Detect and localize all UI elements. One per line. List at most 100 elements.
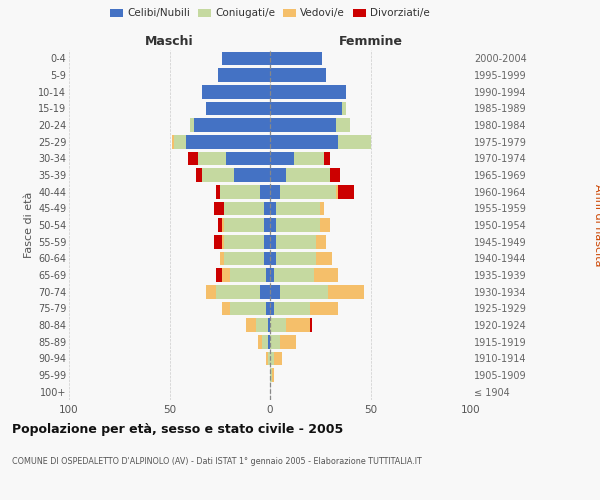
Bar [270,252,276,265]
Bar [222,52,270,65]
Bar [270,368,272,382]
Bar [286,318,310,332]
Bar [270,52,322,65]
Bar [268,352,270,365]
Bar [206,102,270,115]
Bar [286,168,331,182]
Bar [262,335,268,348]
Bar [270,68,326,82]
Bar [270,102,343,115]
Text: Popolazione per età, sesso e stato civile - 2005: Popolazione per età, sesso e stato civil… [12,422,343,436]
Bar [270,202,276,215]
Bar [324,152,330,165]
Bar [216,285,260,298]
Bar [264,252,270,265]
Text: Maschi: Maschi [145,36,194,49]
Bar [260,185,270,198]
Bar [331,168,340,182]
Bar [274,268,314,282]
Bar [226,152,270,165]
Bar [264,202,270,215]
Bar [280,335,296,348]
Bar [222,218,224,232]
Bar [310,318,312,332]
Bar [338,185,355,198]
Bar [202,168,234,182]
Bar [294,152,324,165]
Bar [220,185,260,198]
Bar [274,302,310,315]
Bar [270,285,280,298]
Bar [276,252,316,265]
Bar [280,185,337,198]
Bar [280,285,328,298]
Y-axis label: Fasce di età: Fasce di età [23,192,34,258]
Bar [270,118,337,132]
Bar [224,218,264,232]
Bar [264,218,270,232]
Bar [270,218,276,232]
Bar [197,152,226,165]
Bar [220,252,224,265]
Bar [230,268,266,282]
Bar [270,335,280,348]
Bar [314,268,338,282]
Bar [266,352,268,365]
Bar [260,285,270,298]
Bar [270,168,286,182]
Bar [270,85,346,98]
Bar [185,135,270,148]
Bar [270,135,338,148]
Bar [268,335,270,348]
Text: Femmine: Femmine [338,36,403,49]
Bar [276,202,320,215]
Bar [343,102,346,115]
Bar [320,218,331,232]
Bar [222,235,224,248]
Bar [270,302,274,315]
Bar [337,185,338,198]
Bar [274,352,282,365]
Text: COMUNE DI OSPEDALETTO D'ALPINOLO (AV) - Dati ISTAT 1° gennaio 2005 - Elaborazion: COMUNE DI OSPEDALETTO D'ALPINOLO (AV) - … [12,458,422,466]
Bar [256,318,268,332]
Bar [338,135,371,148]
Bar [270,318,286,332]
Bar [320,202,324,215]
Bar [206,285,216,298]
Bar [270,235,276,248]
Bar [276,218,320,232]
Bar [202,85,270,98]
Bar [266,268,270,282]
Bar [218,68,270,82]
Bar [218,218,222,232]
Bar [194,118,270,132]
Bar [222,268,230,282]
Bar [310,302,338,315]
Bar [214,235,222,248]
Bar [266,302,270,315]
Bar [246,318,256,332]
Legend: Celibi/Nubili, Coniugati/e, Vedovi/e, Divorziati/e: Celibi/Nubili, Coniugati/e, Vedovi/e, Di… [109,6,431,20]
Bar [276,235,316,248]
Bar [190,118,194,132]
Bar [216,268,222,282]
Bar [258,335,262,348]
Bar [224,235,264,248]
Bar [328,285,364,298]
Bar [270,185,280,198]
Bar [264,235,270,248]
Bar [270,352,274,365]
Bar [216,185,220,198]
Bar [316,235,326,248]
Bar [316,252,332,265]
Bar [224,202,264,215]
Bar [230,302,266,315]
Bar [337,118,350,132]
Bar [270,268,274,282]
Bar [268,318,270,332]
Bar [234,168,270,182]
Bar [214,202,224,215]
Bar [224,252,264,265]
Bar [270,152,294,165]
Y-axis label: Anni di nascita: Anni di nascita [593,184,600,266]
